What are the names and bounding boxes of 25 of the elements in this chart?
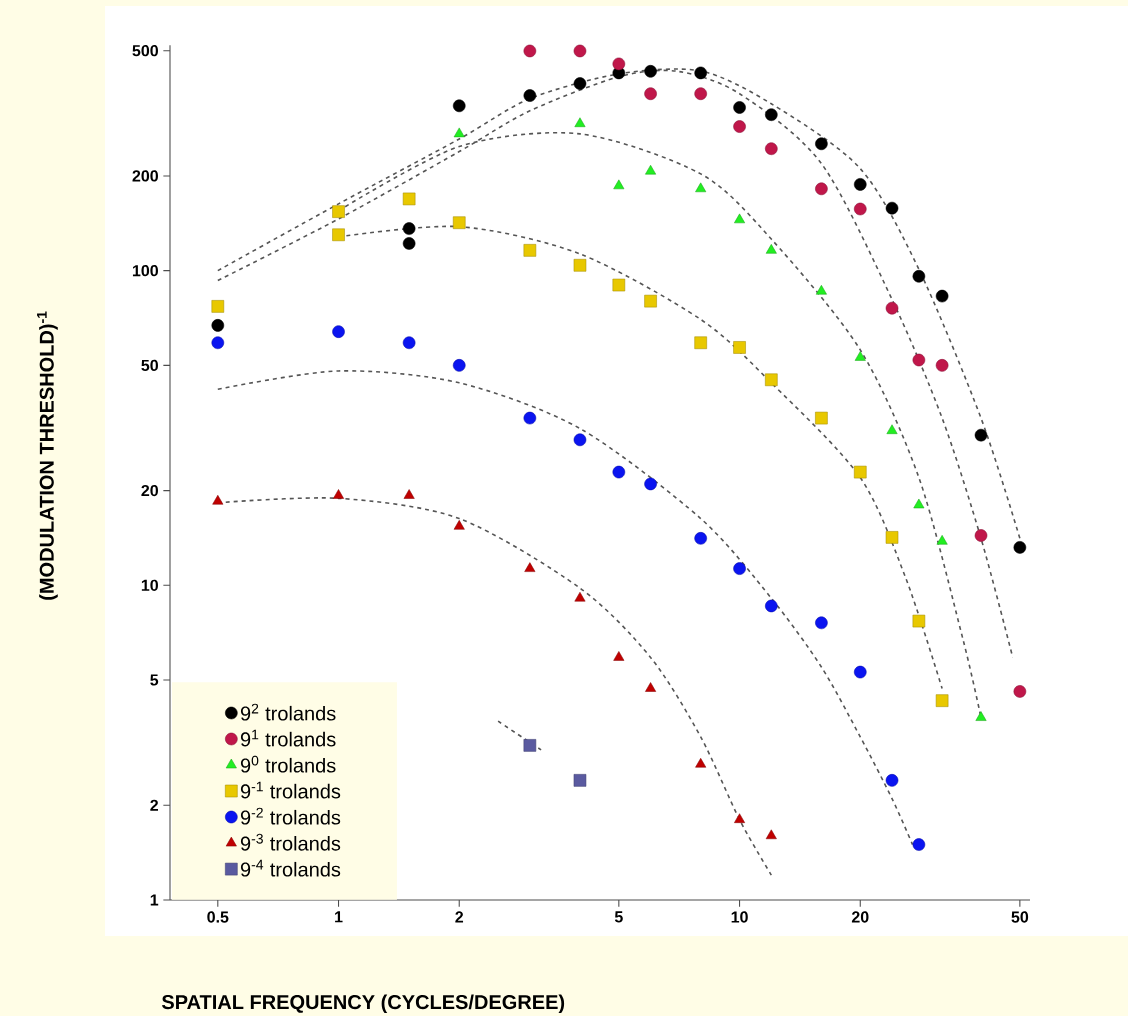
x-tick-label: 20 xyxy=(851,911,869,923)
y-tick-label: 20 xyxy=(141,485,158,497)
legend-label: 9$^{1}$ trolands xyxy=(240,729,336,747)
y-tick-label: 200 xyxy=(132,170,158,182)
x-tick-label: 0.5 xyxy=(207,911,229,923)
x-axis-title: SPATIAL FREQUENCY (CYCLES/DEGREE) xyxy=(161,994,565,1014)
x-tick-label: 10 xyxy=(731,911,748,923)
y-tick-label: 5 xyxy=(150,674,159,686)
y-tick-label: 1 xyxy=(150,894,159,906)
x-tick-label: 50 xyxy=(1011,911,1029,923)
y-axis-title: (MODULATION THRESHOLD)$^{-1}$ xyxy=(37,311,58,601)
y-tick-label: 50 xyxy=(141,359,158,372)
y-tick-label: 500 xyxy=(132,45,158,57)
y-tick-label: 2 xyxy=(150,799,159,812)
legend-label: 9$^{0}$ trolands xyxy=(240,755,336,773)
y-tick-label: 10 xyxy=(141,579,158,592)
x-tick-label: 1 xyxy=(335,911,343,923)
y-tick-label: 100 xyxy=(132,265,158,277)
legend-label: 9$^{-3}$ trolands xyxy=(240,833,341,851)
x-tick-label: 5 xyxy=(614,911,623,923)
legend-label: 9$^{-2}$ trolands xyxy=(240,807,341,825)
x-tick-label: 2 xyxy=(455,911,464,923)
legend-label: 9$^{2}$ trolands xyxy=(240,703,336,721)
legend-label: 9$^{-4}$ trolands xyxy=(240,860,341,877)
legend-label: 9$^{-1}$ trolands xyxy=(240,781,341,799)
